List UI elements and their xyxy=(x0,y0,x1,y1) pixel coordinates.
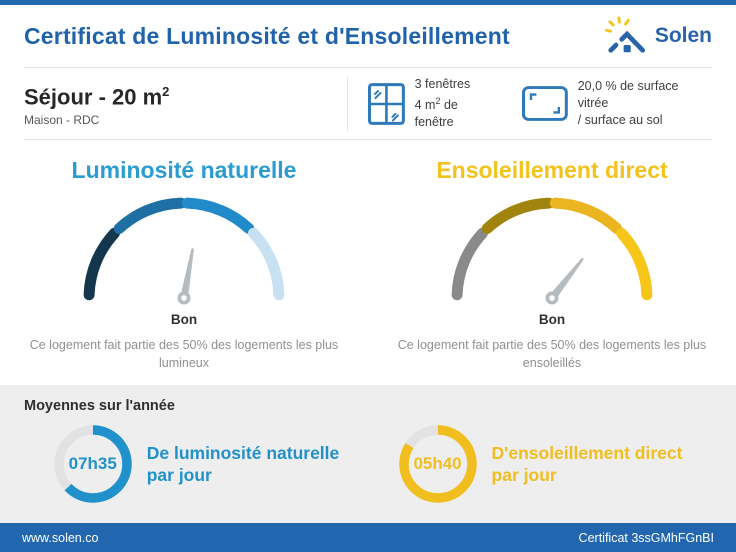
gauge-segment xyxy=(181,197,255,234)
glazing-ratio-text: 20,0 % de surface vitrée / surface au so… xyxy=(577,79,679,127)
gauge-segment xyxy=(616,227,653,301)
luminosity-panel: Luminosité naturelle Bon Ce logement fai… xyxy=(0,156,368,385)
sunshine-description: Ce logement fait partie des 50% des loge… xyxy=(397,338,707,370)
windows-info-text: 3 fenêtres 4 m2 de fenêtre xyxy=(414,76,471,130)
footer: www.solen.co Certificat 3ssGMhFGnBI xyxy=(0,523,736,552)
gauge-segment xyxy=(451,227,488,301)
sunshine-panel: Ensoleillement direct Bon Ce logement fa… xyxy=(368,156,736,385)
luminosity-gauge xyxy=(83,197,285,305)
sun-house-icon xyxy=(604,16,645,53)
room-summary: Séjour - 20 m2 Maison - RDC 3 fenêtres 4… xyxy=(0,68,736,139)
averages-title: Moyennes sur l'année xyxy=(24,398,175,414)
gauges-section: Luminosité naturelle Bon Ce logement fai… xyxy=(0,140,736,385)
website-link[interactable]: www.solen.co xyxy=(22,530,99,545)
luminosity-description: Ce logement fait partie des 50% des loge… xyxy=(29,338,339,370)
luminosity-rating: Bon xyxy=(170,312,198,327)
header: Certificat de Luminosité et d'Ensoleille… xyxy=(0,5,736,67)
sunshine-ring: 05h40 xyxy=(398,424,478,504)
gauge-segment xyxy=(549,197,623,234)
glazing-ratio-info: 20,0 % de surface vitrée / surface au so… xyxy=(521,78,712,129)
luminosity-average-stat: 07h35 De luminosité naturelle par jour xyxy=(24,424,368,504)
sunshine-title: Ensoleillement direct xyxy=(436,157,668,183)
sunshine-ring-chart xyxy=(398,425,477,503)
top-accent-bar xyxy=(0,0,736,5)
sunshine-hours-value: 05h40 xyxy=(413,454,462,473)
window-panes-icon xyxy=(367,82,405,125)
brand-name: Solen xyxy=(654,24,712,47)
sunshine-rating: Bon xyxy=(538,312,566,327)
gauge-segment xyxy=(248,227,285,301)
room-title: Séjour - 20 m2 xyxy=(24,84,170,110)
luminosity-hours-value: 07h35 xyxy=(68,454,117,473)
vertical-divider xyxy=(346,76,348,131)
brand-logo: Solen xyxy=(604,16,712,56)
gauge-needle xyxy=(177,248,194,305)
sunshine-average-label: D'ensoleillement direct par jour xyxy=(491,443,683,485)
gauge-segment xyxy=(481,197,555,234)
divider xyxy=(24,67,712,68)
room-info: Séjour - 20 m2 Maison - RDC xyxy=(24,80,347,126)
gauge-segment xyxy=(83,227,120,301)
luminosity-average-label: De luminosité naturelle par jour xyxy=(146,443,340,485)
sunshine-gauge xyxy=(451,197,653,305)
gauge-needle xyxy=(545,257,584,305)
annual-averages-section: Moyennes sur l'année 07h35 De luminosité… xyxy=(0,385,736,523)
averages-stats: 07h35 De luminosité naturelle par jour 0… xyxy=(24,424,712,504)
luminosity-ring: 07h35 xyxy=(53,424,133,504)
windows-info: 3 fenêtres 4 m2 de fenêtre xyxy=(367,76,500,131)
room-subtitle: Maison - RDC xyxy=(24,112,100,127)
page-title: Certificat de Luminosité et d'Ensoleille… xyxy=(24,22,510,49)
divider xyxy=(24,139,712,140)
certificate-id: Certificat 3ssGMhFGnBI xyxy=(578,530,714,545)
gauge-segment xyxy=(113,197,187,234)
luminosity-title: Luminosité naturelle xyxy=(71,157,297,183)
floor-area-icon xyxy=(521,86,568,121)
sunshine-average-stat: 05h40 D'ensoleillement direct par jour xyxy=(368,424,712,504)
luminosity-ring-chart xyxy=(53,425,132,503)
